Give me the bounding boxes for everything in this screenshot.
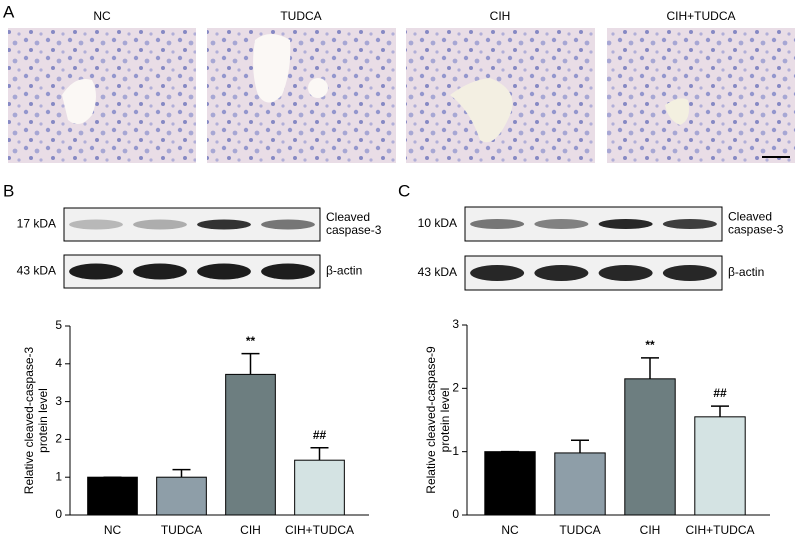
- x-tick-label: TUDCA: [559, 523, 600, 537]
- error-bar: [241, 352, 260, 375]
- y-tick-label: 3: [452, 317, 459, 331]
- micrographs: [8, 28, 795, 163]
- blot-name: caspase-3: [728, 223, 784, 237]
- blot-size: 10 kDA: [418, 216, 457, 230]
- y-tick-label: 1: [452, 444, 459, 458]
- bar: [225, 373, 276, 516]
- band: [69, 263, 123, 280]
- image-label: TUDCA: [280, 9, 321, 23]
- band: [534, 265, 589, 281]
- significance: ##: [313, 428, 327, 442]
- y-axis-label: protein level: [36, 388, 50, 453]
- blot-size: 17 kDA: [17, 217, 56, 231]
- x-tick-label: CIH+TUDCA: [685, 523, 754, 537]
- panel-label: A: [3, 2, 15, 21]
- error-bar: [310, 446, 329, 461]
- band: [470, 219, 525, 229]
- band: [261, 263, 315, 280]
- error-bar: [711, 405, 729, 417]
- significance: **: [645, 338, 655, 352]
- y-axis-label: protein level: [438, 388, 452, 453]
- bar: [624, 378, 676, 516]
- blot-size: 43 kDA: [17, 264, 56, 278]
- y-tick-label: 0: [55, 507, 62, 521]
- band: [598, 265, 653, 281]
- y-tick-label: 2: [55, 432, 62, 446]
- y-tick-label: 5: [55, 318, 62, 332]
- image-label: CIH: [490, 9, 511, 23]
- band: [534, 219, 589, 229]
- band: [133, 263, 187, 280]
- band: [133, 219, 187, 230]
- y-axis-label: Relative cleaved-caspase-3: [22, 346, 36, 494]
- blot-name: Cleaved: [728, 210, 772, 224]
- bar: [484, 451, 536, 516]
- band: [598, 219, 653, 229]
- band: [470, 265, 525, 281]
- band: [197, 219, 251, 230]
- y-axis-label: Relative cleaved-caspase-9: [424, 346, 438, 494]
- bar: [554, 452, 606, 516]
- y-tick-label: 1: [55, 469, 62, 483]
- x-tick-label: NC: [501, 523, 519, 537]
- error-bar: [571, 439, 589, 453]
- significance: ##: [713, 386, 727, 400]
- blot-name: caspase-3: [326, 223, 382, 237]
- x-tick-label: CIH: [640, 523, 661, 537]
- band: [197, 263, 251, 280]
- band: [261, 219, 315, 230]
- y-tick-label: 2: [452, 381, 459, 395]
- band: [662, 265, 717, 281]
- y-tick-label: 3: [55, 394, 62, 408]
- panel-label: B: [3, 181, 14, 200]
- blot-name: Cleaved: [326, 210, 370, 224]
- panel-label: C: [398, 181, 410, 200]
- blot-name: β-actin: [326, 264, 362, 278]
- image-label: NC: [93, 9, 111, 23]
- blot-name: β-actin: [728, 265, 764, 279]
- bar: [694, 416, 746, 516]
- blot-size: 43 kDA: [418, 265, 457, 279]
- x-tick-label: NC: [104, 523, 122, 537]
- bar: [156, 476, 207, 516]
- x-tick-label: CIH: [240, 523, 261, 537]
- band: [662, 219, 717, 229]
- y-tick-label: 4: [55, 356, 62, 370]
- image-label: CIH+TUDCA: [666, 9, 735, 23]
- error-bar: [172, 468, 191, 478]
- error-bar: [641, 357, 659, 379]
- y-tick-label: 0: [452, 507, 459, 521]
- significance: **: [246, 334, 256, 348]
- x-tick-label: CIH+TUDCA: [285, 523, 354, 537]
- bar: [294, 459, 345, 516]
- band: [69, 219, 123, 230]
- x-tick-label: TUDCA: [161, 523, 202, 537]
- bar: [87, 476, 138, 516]
